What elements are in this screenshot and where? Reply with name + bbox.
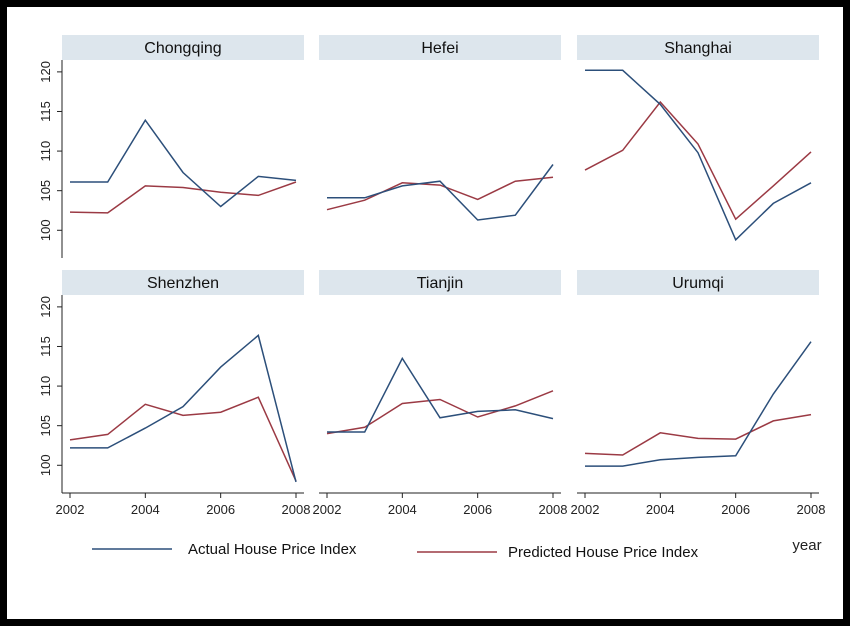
series-line-predicted-chongqing: [69, 181, 297, 214]
series-line-predicted-hefei: [326, 176, 554, 211]
x-tick-label: 2006: [721, 502, 750, 517]
y-tick-label: 105: [38, 415, 53, 437]
x-tick-label: 2002: [571, 502, 600, 517]
panel-strip-urumqi: [577, 270, 819, 295]
x-tick-label: 2008: [797, 502, 826, 517]
panel-strip-shenzhen: [62, 270, 304, 295]
series-line-actual-shanghai: [585, 69, 812, 242]
series-line-predicted-shenzhen: [69, 396, 297, 482]
series-line-actual-urumqi: [585, 341, 812, 467]
y-tick-label: 115: [38, 101, 53, 122]
y-tick-label: 100: [38, 219, 53, 241]
series-line-predicted-shanghai: [584, 100, 812, 221]
x-tick-label: 2002: [313, 502, 342, 517]
series-line-actual-chongqing: [70, 118, 297, 208]
y-tick-label: 120: [38, 296, 53, 318]
panel-title-shenzhen: Shenzhen: [147, 275, 219, 292]
panel-title-chongqing: Chongqing: [144, 40, 221, 57]
panel-strip-hefei: [319, 35, 561, 60]
x-tick-label: 2004: [131, 502, 160, 517]
x-tick-label: 2002: [56, 502, 85, 517]
series-line-predicted-tianjin: [326, 390, 554, 435]
x-axis-title: year: [792, 537, 821, 554]
x-tick-label: 2008: [539, 502, 568, 517]
x-tick-label: 2006: [463, 502, 492, 517]
x-tick-label: 2004: [646, 502, 675, 517]
panel-strip-shanghai: [577, 35, 819, 60]
y-tick-label: 110: [38, 376, 53, 397]
x-tick-label: 2008: [282, 502, 311, 517]
legend-label-predicted: Predicted House Price Index: [508, 544, 699, 561]
chart-frame: Chongqing 100 105 110 115 120 Hefei Shanghai She…: [7, 7, 843, 619]
y-tick-label: 115: [38, 336, 53, 357]
panel-title-hefei: Hefei: [421, 40, 458, 57]
panel-title-tianjin: Tianjin: [417, 275, 464, 292]
series-line-predicted-urumqi: [584, 413, 812, 456]
x-tick-label: 2004: [388, 502, 417, 517]
y-tick-label: 100: [38, 454, 53, 476]
y-tick-label: 110: [38, 141, 53, 162]
panel-title-shanghai: Shanghai: [664, 40, 732, 57]
panel-strip-tianjin: [319, 270, 561, 295]
panel-strip-chongqing: [62, 35, 304, 60]
x-tick-label: 2006: [206, 502, 235, 517]
series-line-actual-hefei: [327, 164, 554, 221]
panel-title-urumqi: Urumqi: [672, 275, 724, 292]
legend-label-actual: Actual House Price Index: [188, 541, 357, 558]
series-line-actual-tianjin: [327, 356, 554, 433]
series-line-actual-shenzhen: [70, 334, 297, 483]
panel-line-chart: Chongqing 100 105 110 115 120 Hefei Shanghai She…: [38, 35, 826, 561]
y-tick-label: 120: [38, 61, 53, 83]
y-tick-label: 105: [38, 180, 53, 202]
